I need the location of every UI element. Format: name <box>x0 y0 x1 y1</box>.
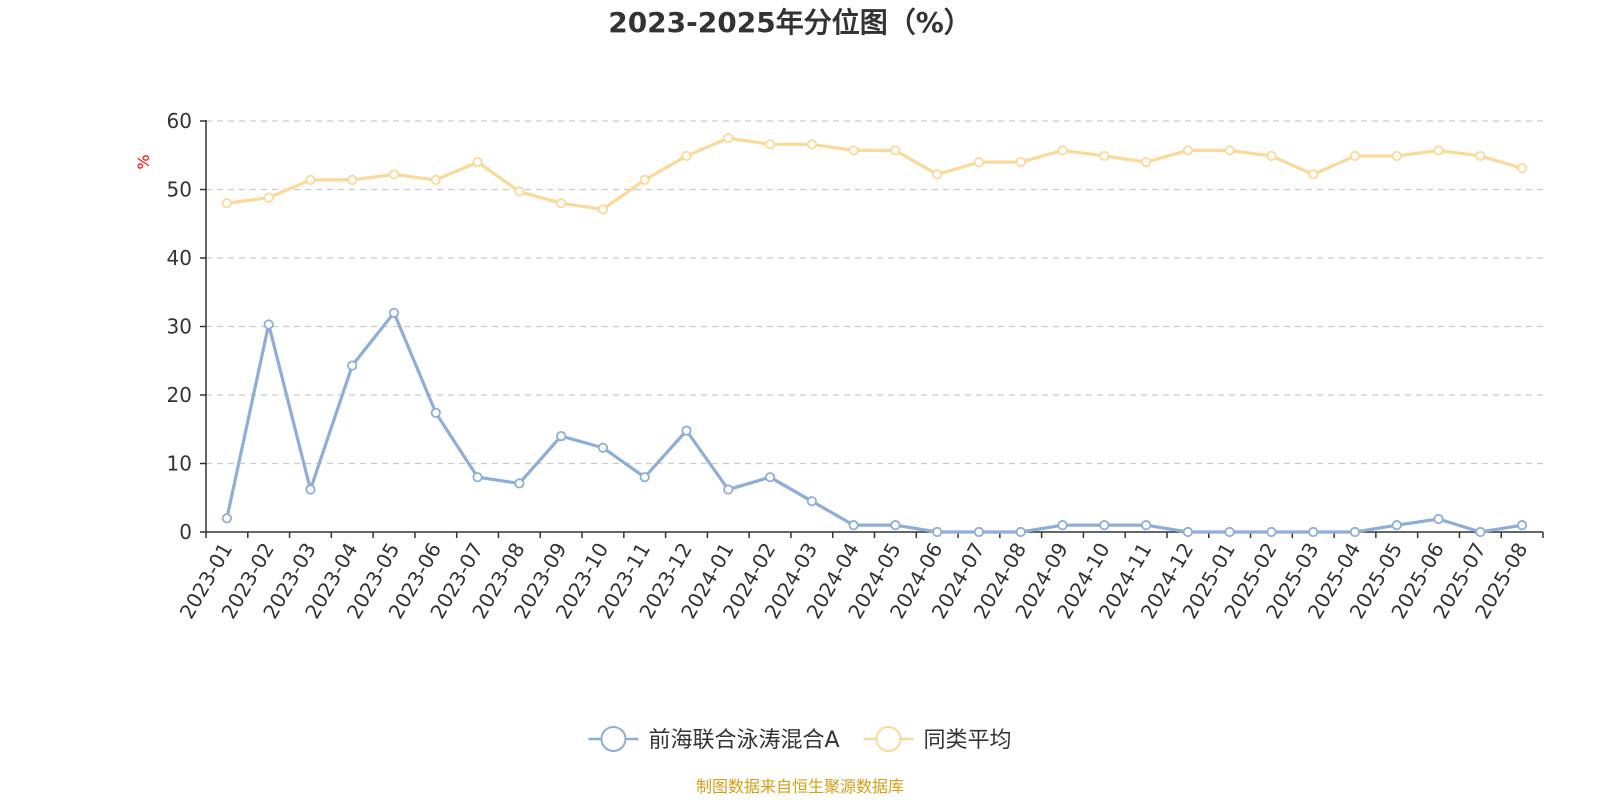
data-point <box>556 198 567 209</box>
data-point <box>1015 157 1026 168</box>
data-point <box>764 472 776 483</box>
data-point <box>1099 520 1110 531</box>
data-point <box>973 157 985 168</box>
data-point <box>263 319 274 330</box>
data-point <box>347 360 358 371</box>
data-point <box>639 472 650 483</box>
data-point <box>430 407 441 418</box>
data-point <box>1433 145 1444 156</box>
data-point <box>263 192 274 203</box>
data-point <box>1140 520 1152 531</box>
data-point <box>1224 526 1235 538</box>
y-tick-label: 20 <box>167 383 192 407</box>
data-point <box>1057 520 1068 531</box>
legend-label: 同类平均 <box>924 728 1012 753</box>
data-point <box>681 150 692 162</box>
data-point <box>221 198 232 209</box>
series-group <box>221 307 1528 538</box>
data-point <box>932 526 943 538</box>
data-point <box>221 513 232 524</box>
data-point <box>723 133 734 144</box>
data-point <box>1391 150 1402 162</box>
data-point <box>597 204 609 215</box>
legend-marker <box>875 726 902 752</box>
data-point <box>1391 520 1402 531</box>
legend: 前海联合泳涛混合A 同类平均 <box>588 726 1012 753</box>
series-line <box>226 136 1523 211</box>
data-point <box>1140 157 1152 168</box>
data-point <box>806 496 817 507</box>
series-group <box>221 133 1528 215</box>
data-point <box>597 442 609 453</box>
data-point <box>388 169 400 180</box>
data-point <box>973 526 985 538</box>
data-point <box>1475 150 1486 162</box>
legend-item: 前海联合泳涛混合A <box>588 726 840 753</box>
y-tick-label: 0 <box>179 520 192 544</box>
data-point <box>305 174 316 186</box>
y-axis-label: % <box>134 154 153 169</box>
data-point <box>556 430 567 442</box>
data-point <box>472 472 483 483</box>
data-point <box>1308 169 1319 180</box>
y-tick-label: 10 <box>167 452 192 476</box>
data-point <box>514 478 525 489</box>
y-tick-label: 40 <box>167 246 192 270</box>
series-lines <box>221 133 1528 538</box>
data-point <box>1266 150 1277 162</box>
data-point <box>639 174 650 186</box>
data-point <box>472 157 483 168</box>
data-point <box>1099 150 1110 162</box>
data-point <box>1057 145 1068 156</box>
data-point <box>430 174 441 186</box>
data-point <box>1015 526 1026 538</box>
chart-title: 2023-2025年分位图（%） <box>608 6 972 39</box>
data-point <box>681 425 692 436</box>
series-line <box>225 311 1523 534</box>
legend-item: 同类平均 <box>863 726 1012 753</box>
data-point <box>890 520 901 531</box>
grid-lines <box>206 120 1543 465</box>
data-point <box>932 169 943 180</box>
data-point <box>890 145 901 156</box>
data-point <box>1224 145 1235 156</box>
source-note: 制图数据来自恒生聚源数据库 <box>696 777 904 796</box>
data-point <box>1308 526 1319 538</box>
data-point <box>388 307 400 318</box>
y-tick-label: 50 <box>167 178 192 202</box>
data-point <box>806 139 817 150</box>
y-tick-label: 30 <box>167 315 192 339</box>
data-point <box>1433 513 1444 525</box>
data-point <box>305 484 316 495</box>
legend-marker <box>600 726 627 752</box>
axes: 01020304050602023-012023-022023-032023-0… <box>167 109 1544 623</box>
legend-label: 前海联合泳涛混合A <box>648 728 839 753</box>
data-point <box>848 520 859 531</box>
data-point <box>723 484 734 495</box>
data-point <box>1517 163 1528 174</box>
data-point <box>1182 145 1193 156</box>
y-tick-label: 60 <box>167 109 192 133</box>
data-point <box>1182 526 1193 538</box>
data-point <box>1349 150 1361 162</box>
data-point <box>764 139 776 150</box>
data-point <box>1475 526 1486 538</box>
data-point <box>514 186 525 197</box>
data-point <box>1517 520 1528 531</box>
data-point <box>1349 526 1361 538</box>
data-point <box>848 145 859 156</box>
data-point <box>1266 526 1277 538</box>
data-point <box>347 174 358 186</box>
